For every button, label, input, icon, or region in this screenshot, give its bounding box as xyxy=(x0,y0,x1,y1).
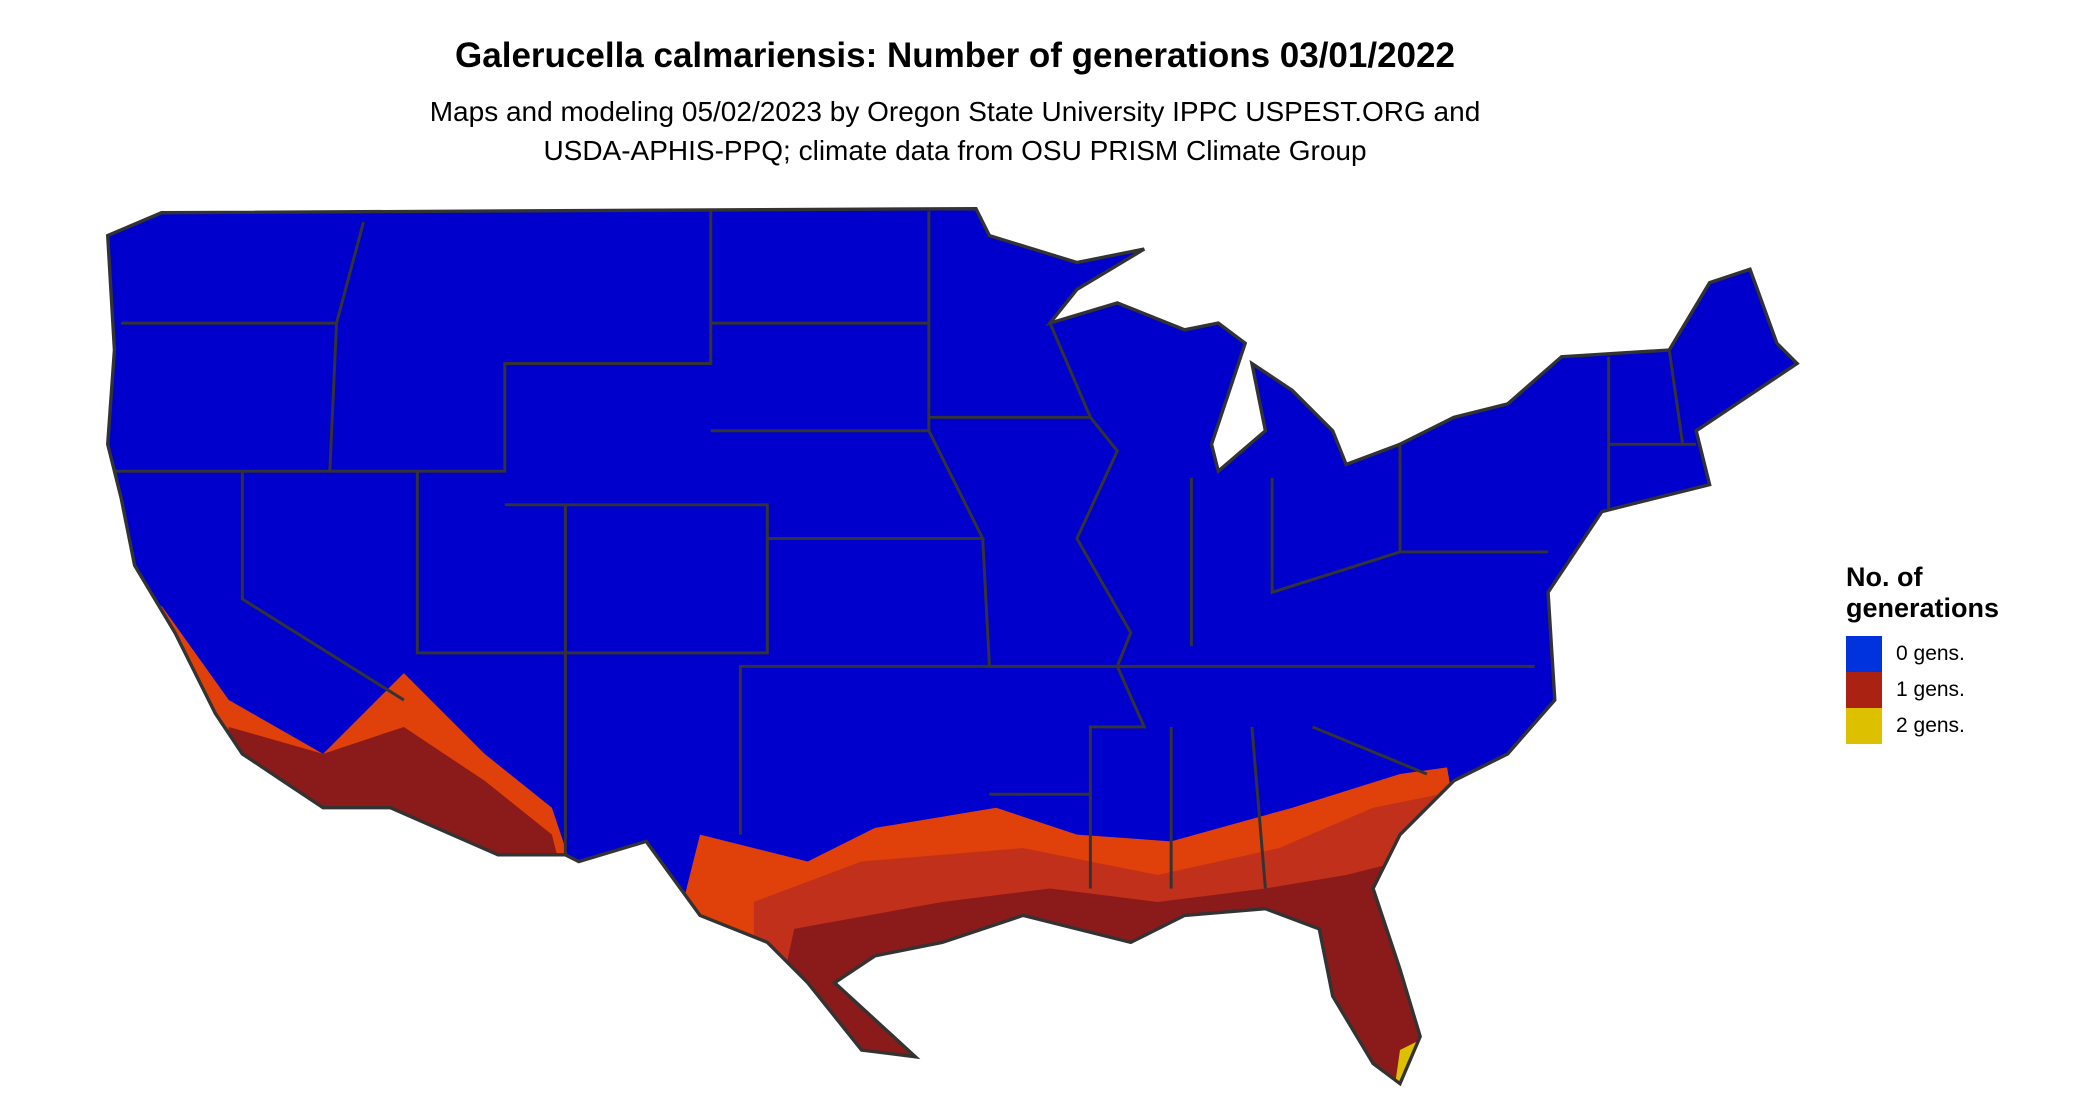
subtitle-line-1: Maps and modeling 05/02/2023 by Oregon S… xyxy=(429,96,1481,127)
map-subtitle: Maps and modeling 05/02/2023 by Oregon S… xyxy=(0,92,1910,170)
legend-swatch xyxy=(1846,672,1882,708)
legend-item: 1 gens. xyxy=(1846,672,2066,708)
legend-swatch xyxy=(1846,636,1882,672)
legend: No. of generations 0 gens. 1 gens. 2 gen… xyxy=(1846,562,2066,744)
legend-label: 1 gens. xyxy=(1896,678,1965,701)
legend-title: No. of generations xyxy=(1846,562,2000,623)
legend-label: 2 gens. xyxy=(1896,714,1965,737)
legend-item: 2 gens. xyxy=(1846,708,2066,744)
map-title: Galerucella calmariensis: Number of gene… xyxy=(455,36,1455,75)
legend-swatch xyxy=(1846,708,1882,744)
subtitle-line-2: USDA-APHIS-PPQ; climate data from OSU PR… xyxy=(543,135,1367,166)
legend-label: 0 gens. xyxy=(1896,642,1965,665)
legend-item: 0 gens. xyxy=(1846,636,2066,672)
state-borders xyxy=(107,211,1697,889)
